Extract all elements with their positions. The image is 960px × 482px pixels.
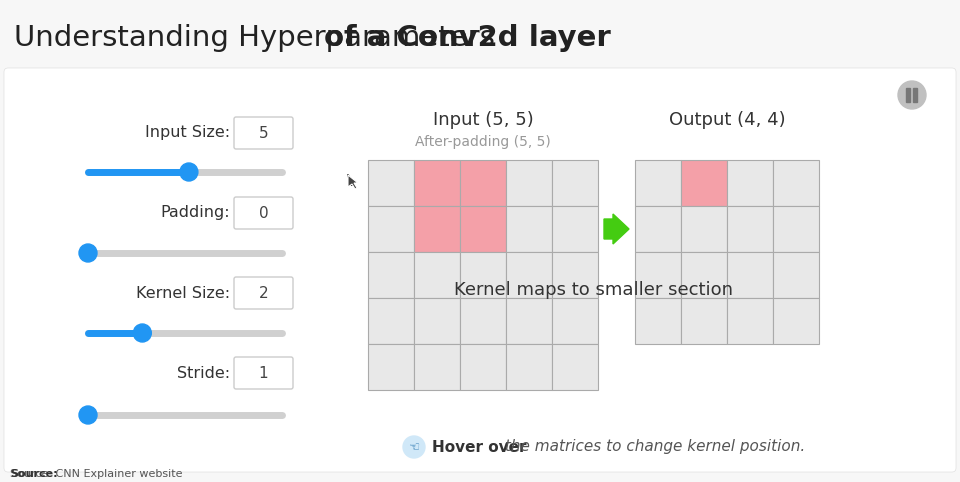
Bar (681, 252, 727, 298)
Text: 2: 2 (258, 285, 268, 300)
Bar (460, 160, 506, 206)
Bar (414, 344, 460, 390)
Bar (552, 160, 598, 206)
Bar (460, 298, 506, 344)
Text: Stride:: Stride: (177, 365, 230, 380)
Bar (727, 206, 773, 252)
Text: After-padding (5, 5): After-padding (5, 5) (415, 135, 551, 149)
Bar (506, 206, 552, 252)
Bar (681, 298, 727, 344)
Circle shape (79, 244, 97, 262)
Bar (773, 206, 819, 252)
Bar (552, 344, 598, 390)
Text: 0: 0 (258, 205, 268, 220)
Circle shape (180, 163, 198, 181)
Circle shape (898, 81, 926, 109)
Text: Output (4, 4): Output (4, 4) (669, 111, 785, 129)
Bar (906, 88, 910, 102)
Bar (414, 298, 460, 344)
Bar (368, 298, 414, 344)
Bar (773, 160, 819, 206)
Bar (414, 206, 460, 252)
Text: Hover over: Hover over (432, 440, 526, 455)
Circle shape (79, 406, 97, 424)
Text: 1: 1 (258, 365, 268, 380)
Text: Source:: Source: (10, 469, 58, 479)
Text: Input Size:: Input Size: (145, 125, 230, 140)
Circle shape (133, 324, 152, 342)
Bar (368, 252, 414, 298)
FancyBboxPatch shape (234, 197, 293, 229)
Text: Input (5, 5): Input (5, 5) (433, 111, 534, 129)
FancyArrow shape (604, 214, 629, 244)
Bar (368, 160, 414, 206)
Bar (506, 160, 552, 206)
Bar (727, 160, 773, 206)
Bar (635, 206, 681, 252)
Bar (460, 252, 506, 298)
Bar (773, 298, 819, 344)
FancyBboxPatch shape (234, 277, 293, 309)
Bar (552, 298, 598, 344)
Bar (681, 206, 727, 252)
FancyBboxPatch shape (4, 68, 956, 472)
Bar (635, 160, 681, 206)
FancyBboxPatch shape (234, 117, 293, 149)
Bar (913, 88, 917, 102)
Bar (552, 252, 598, 298)
Bar (635, 298, 681, 344)
Text: 5: 5 (258, 125, 268, 140)
Bar (414, 160, 460, 206)
Bar (414, 252, 460, 298)
Text: Padding:: Padding: (160, 205, 230, 220)
Text: ☜: ☜ (408, 442, 420, 455)
Text: the matrices to change kernel position.: the matrices to change kernel position. (500, 440, 805, 455)
Bar (506, 298, 552, 344)
Bar (368, 206, 414, 252)
Bar (727, 298, 773, 344)
Bar (368, 344, 414, 390)
Bar (727, 252, 773, 298)
Bar (552, 206, 598, 252)
Bar (506, 252, 552, 298)
Text: Kernel Size:: Kernel Size: (136, 285, 230, 300)
Text: Understanding Hyperparameters: Understanding Hyperparameters (14, 24, 504, 52)
Bar (460, 344, 506, 390)
Bar (773, 252, 819, 298)
Bar (635, 252, 681, 298)
Text: Source: CNN Explainer website: Source: CNN Explainer website (10, 469, 182, 479)
Circle shape (403, 436, 425, 458)
Bar (506, 344, 552, 390)
Bar (681, 160, 727, 206)
Polygon shape (348, 175, 358, 189)
FancyBboxPatch shape (234, 357, 293, 389)
Text: of a Conv2d layer: of a Conv2d layer (324, 24, 611, 52)
Bar (460, 206, 506, 252)
Text: Kernel maps to smaller section: Kernel maps to smaller section (454, 281, 733, 299)
